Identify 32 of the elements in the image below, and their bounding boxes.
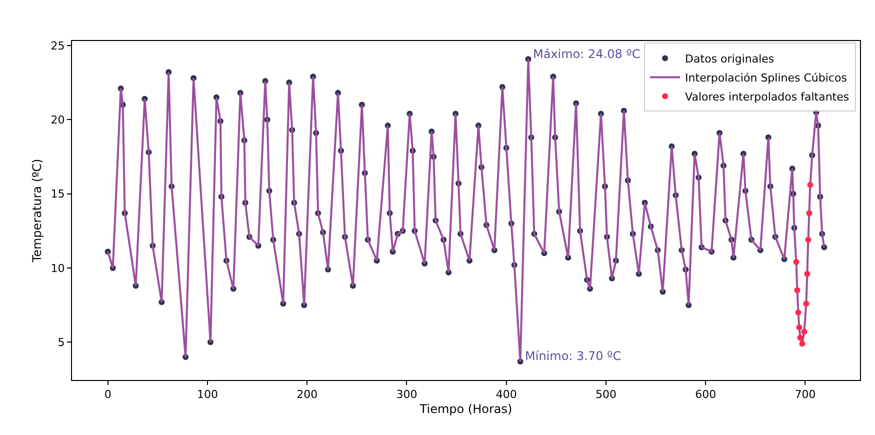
legend-label: Valores interpolados faltantes — [685, 90, 850, 104]
point — [806, 210, 812, 216]
x-tick-label: 700 — [794, 388, 816, 402]
legend-label: Datos originales — [685, 52, 774, 66]
x-tick-label: 0 — [104, 388, 112, 402]
x-tick-label: 600 — [695, 388, 716, 402]
point — [796, 324, 802, 330]
point — [795, 310, 802, 316]
x-tick-label: 300 — [396, 388, 418, 402]
y-axis-title: Temperatura (ºC) — [30, 158, 44, 264]
x-tick-label: 400 — [496, 388, 517, 402]
x-tick-label: 200 — [296, 388, 318, 402]
annotation: Máximo: 24.08 ºC — [533, 47, 640, 61]
x-tick-label: 500 — [595, 388, 616, 402]
x-tick-label: 100 — [196, 388, 218, 402]
point — [799, 340, 806, 347]
y-tick-label: 5 — [58, 336, 65, 350]
point — [801, 328, 808, 335]
point — [804, 270, 810, 277]
point — [803, 300, 810, 307]
point — [807, 182, 814, 188]
legend-label: Interpolación Splines Cúbicos — [685, 71, 848, 84]
x-axis-title: Tiempo (Horas) — [418, 402, 512, 416]
y-tick-label: 15 — [50, 188, 65, 201]
point — [805, 236, 812, 243]
point — [793, 259, 800, 266]
y-tick-label: 25 — [50, 39, 65, 52]
y-tick-label: 20 — [50, 113, 65, 126]
point — [797, 334, 804, 341]
y-tick-label: 10 — [50, 262, 65, 275]
annotation: Mínimo: 3.70 ºC — [525, 349, 622, 363]
point — [794, 287, 800, 294]
